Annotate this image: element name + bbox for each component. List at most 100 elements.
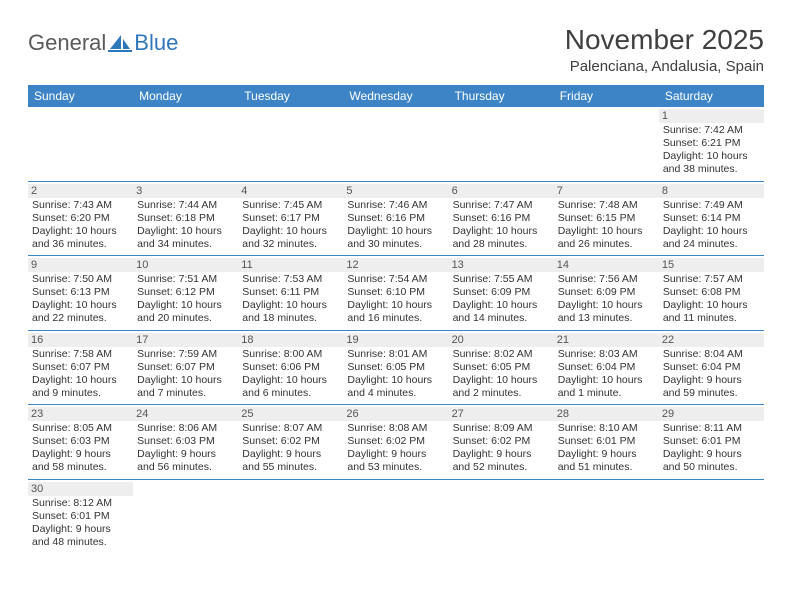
sunrise-text: Sunrise: 7:53 AM <box>242 273 339 286</box>
calendar-cell: 28Sunrise: 8:10 AMSunset: 6:01 PMDayligh… <box>554 405 659 480</box>
calendar-cell: 12Sunrise: 7:54 AMSunset: 6:10 PMDayligh… <box>343 256 448 331</box>
sunrise-text: Sunrise: 8:05 AM <box>32 422 129 435</box>
sunset-text: Sunset: 6:01 PM <box>32 510 129 523</box>
calendar-cell <box>554 479 659 553</box>
day-number: 15 <box>659 258 764 272</box>
calendar-week: 2Sunrise: 7:43 AMSunset: 6:20 PMDaylight… <box>28 181 764 256</box>
calendar-week: 9Sunrise: 7:50 AMSunset: 6:13 PMDaylight… <box>28 256 764 331</box>
daylight-text: and 30 minutes. <box>347 238 444 251</box>
day-number: 26 <box>343 407 448 421</box>
daylight-text: Daylight: 10 hours <box>242 225 339 238</box>
weekday-header: Saturday <box>659 85 764 107</box>
sunrise-text: Sunrise: 8:01 AM <box>347 348 444 361</box>
sunrise-text: Sunrise: 7:46 AM <box>347 199 444 212</box>
calendar-cell: 2Sunrise: 7:43 AMSunset: 6:20 PMDaylight… <box>28 181 133 256</box>
calendar-cell: 13Sunrise: 7:55 AMSunset: 6:09 PMDayligh… <box>449 256 554 331</box>
daylight-text: Daylight: 10 hours <box>137 225 234 238</box>
daylight-text: and 28 minutes. <box>453 238 550 251</box>
calendar-cell <box>449 107 554 181</box>
daylight-text: and 6 minutes. <box>242 387 339 400</box>
day-number: 24 <box>133 407 238 421</box>
calendar-cell: 27Sunrise: 8:09 AMSunset: 6:02 PMDayligh… <box>449 405 554 480</box>
sunset-text: Sunset: 6:02 PM <box>347 435 444 448</box>
sunrise-text: Sunrise: 7:44 AM <box>137 199 234 212</box>
calendar-cell: 3Sunrise: 7:44 AMSunset: 6:18 PMDaylight… <box>133 181 238 256</box>
day-number: 19 <box>343 333 448 347</box>
day-number: 23 <box>28 407 133 421</box>
daylight-text: and 11 minutes. <box>663 312 760 325</box>
daylight-text: Daylight: 10 hours <box>453 299 550 312</box>
daylight-text: Daylight: 10 hours <box>137 299 234 312</box>
sunrise-text: Sunrise: 7:45 AM <box>242 199 339 212</box>
daylight-text: Daylight: 9 hours <box>137 448 234 461</box>
daylight-text: Daylight: 9 hours <box>32 448 129 461</box>
calendar-cell: 17Sunrise: 7:59 AMSunset: 6:07 PMDayligh… <box>133 330 238 405</box>
sunset-text: Sunset: 6:02 PM <box>242 435 339 448</box>
sunset-text: Sunset: 6:04 PM <box>663 361 760 374</box>
sunrise-text: Sunrise: 7:49 AM <box>663 199 760 212</box>
sunrise-text: Sunrise: 7:57 AM <box>663 273 760 286</box>
day-number: 14 <box>554 258 659 272</box>
sunset-text: Sunset: 6:15 PM <box>558 212 655 225</box>
sunrise-text: Sunrise: 7:50 AM <box>32 273 129 286</box>
sunset-text: Sunset: 6:04 PM <box>558 361 655 374</box>
daylight-text: Daylight: 10 hours <box>137 374 234 387</box>
daylight-text: Daylight: 9 hours <box>32 523 129 536</box>
calendar-cell: 23Sunrise: 8:05 AMSunset: 6:03 PMDayligh… <box>28 405 133 480</box>
sunrise-text: Sunrise: 7:51 AM <box>137 273 234 286</box>
daylight-text: Daylight: 10 hours <box>558 225 655 238</box>
sunrise-text: Sunrise: 7:43 AM <box>32 199 129 212</box>
daylight-text: and 7 minutes. <box>137 387 234 400</box>
calendar-cell: 15Sunrise: 7:57 AMSunset: 6:08 PMDayligh… <box>659 256 764 331</box>
calendar-cell: 25Sunrise: 8:07 AMSunset: 6:02 PMDayligh… <box>238 405 343 480</box>
calendar-cell: 20Sunrise: 8:02 AMSunset: 6:05 PMDayligh… <box>449 330 554 405</box>
sunset-text: Sunset: 6:01 PM <box>558 435 655 448</box>
sunset-text: Sunset: 6:09 PM <box>453 286 550 299</box>
daylight-text: Daylight: 9 hours <box>453 448 550 461</box>
daylight-text: and 38 minutes. <box>663 163 760 176</box>
sunset-text: Sunset: 6:06 PM <box>242 361 339 374</box>
calendar-cell <box>238 479 343 553</box>
calendar-cell: 7Sunrise: 7:48 AMSunset: 6:15 PMDaylight… <box>554 181 659 256</box>
daylight-text: Daylight: 10 hours <box>242 374 339 387</box>
daylight-text: and 9 minutes. <box>32 387 129 400</box>
title-block: November 2025 Palenciana, Andalusia, Spa… <box>565 24 764 75</box>
calendar-table: SundayMondayTuesdayWednesdayThursdayFrid… <box>28 85 764 553</box>
daylight-text: and 18 minutes. <box>242 312 339 325</box>
sunset-text: Sunset: 6:07 PM <box>137 361 234 374</box>
calendar-cell: 4Sunrise: 7:45 AMSunset: 6:17 PMDaylight… <box>238 181 343 256</box>
month-title: November 2025 <box>565 24 764 56</box>
sunset-text: Sunset: 6:08 PM <box>663 286 760 299</box>
logo-text-1: General <box>28 30 106 56</box>
daylight-text: and 53 minutes. <box>347 461 444 474</box>
calendar-cell: 26Sunrise: 8:08 AMSunset: 6:02 PMDayligh… <box>343 405 448 480</box>
day-number: 28 <box>554 407 659 421</box>
daylight-text: Daylight: 9 hours <box>558 448 655 461</box>
weekday-header: Sunday <box>28 85 133 107</box>
sunrise-text: Sunrise: 7:55 AM <box>453 273 550 286</box>
calendar-cell: 8Sunrise: 7:49 AMSunset: 6:14 PMDaylight… <box>659 181 764 256</box>
sunset-text: Sunset: 6:21 PM <box>663 137 760 150</box>
day-number: 13 <box>449 258 554 272</box>
daylight-text: Daylight: 10 hours <box>242 299 339 312</box>
weekday-header: Friday <box>554 85 659 107</box>
calendar-cell <box>133 107 238 181</box>
day-number: 7 <box>554 184 659 198</box>
sunset-text: Sunset: 6:16 PM <box>347 212 444 225</box>
sunset-text: Sunset: 6:14 PM <box>663 212 760 225</box>
sunset-text: Sunset: 6:17 PM <box>242 212 339 225</box>
weekday-header: Wednesday <box>343 85 448 107</box>
calendar-cell <box>554 107 659 181</box>
daylight-text: Daylight: 10 hours <box>347 299 444 312</box>
daylight-text: Daylight: 10 hours <box>347 374 444 387</box>
sunrise-text: Sunrise: 8:12 AM <box>32 497 129 510</box>
sunrise-text: Sunrise: 7:54 AM <box>347 273 444 286</box>
day-number: 9 <box>28 258 133 272</box>
day-number: 30 <box>28 482 133 496</box>
daylight-text: Daylight: 10 hours <box>663 150 760 163</box>
day-number: 11 <box>238 258 343 272</box>
sunset-text: Sunset: 6:18 PM <box>137 212 234 225</box>
day-number: 2 <box>28 184 133 198</box>
sunrise-text: Sunrise: 8:09 AM <box>453 422 550 435</box>
calendar-cell <box>343 479 448 553</box>
